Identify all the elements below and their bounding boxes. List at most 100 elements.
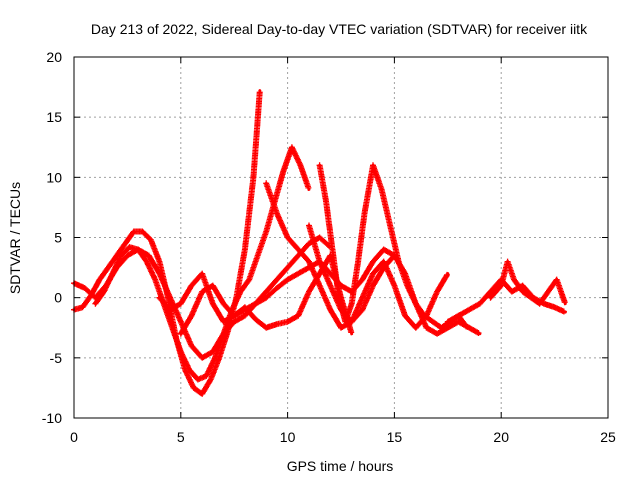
data-point: [296, 248, 300, 252]
data-point: [382, 248, 386, 252]
data-point: [83, 286, 87, 290]
tick-layer: 0 5 10 15 20 25 -10 -5 0 5 10 15 20: [42, 49, 616, 445]
data-point: [149, 238, 153, 242]
series-markers: [316, 162, 470, 331]
data-point: [179, 302, 183, 306]
data-point: [362, 211, 366, 215]
data-point: [251, 175, 255, 179]
data-point: [217, 356, 221, 360]
data-point: [343, 320, 347, 324]
data-point: [307, 223, 311, 227]
data-point: [157, 296, 161, 300]
data-point: [563, 302, 567, 306]
data-point: [200, 290, 204, 294]
x-tick-label: 20: [493, 429, 509, 445]
data-point: [521, 290, 525, 294]
x-axis-label: GPS time / hours: [287, 458, 394, 474]
data-point: [424, 326, 428, 330]
data-point: [360, 296, 364, 300]
data-point: [179, 320, 183, 324]
data-point: [339, 326, 343, 330]
y-tick-label: 20: [46, 49, 62, 65]
data-point: [258, 89, 262, 93]
series-markers: [92, 144, 312, 383]
data-point: [318, 272, 322, 276]
data-point: [286, 266, 290, 270]
data-point: [247, 278, 251, 282]
data-point: [264, 296, 268, 300]
data-point: [350, 320, 354, 324]
data-point: [81, 305, 85, 309]
y-tick-label: -10: [42, 410, 62, 426]
data-point: [125, 254, 129, 258]
data-point: [119, 254, 123, 258]
data-point: [145, 260, 149, 264]
data-point: [330, 248, 334, 252]
data-point: [239, 290, 243, 294]
data-point: [350, 302, 354, 306]
y-tick-label: 5: [54, 230, 62, 246]
data-point: [414, 302, 418, 306]
data-point: [179, 350, 183, 354]
data-point: [328, 284, 332, 288]
data-point: [328, 272, 332, 276]
data-point: [157, 260, 161, 264]
data-point: [140, 229, 144, 233]
data-point: [196, 377, 200, 381]
data-point: [446, 272, 450, 276]
data-point: [204, 374, 208, 378]
data-point: [307, 260, 311, 264]
data-point: [465, 326, 469, 330]
data-point: [179, 332, 183, 336]
data-point: [243, 314, 247, 318]
data-point: [555, 278, 559, 282]
data-point: [489, 296, 493, 300]
data-point: [510, 290, 514, 294]
data-series: [71, 234, 333, 361]
x-tick-label: 10: [280, 429, 296, 445]
data-point: [232, 314, 236, 318]
data-point: [478, 302, 482, 306]
data-point: [275, 286, 279, 290]
data-point: [298, 163, 302, 167]
data-point: [192, 386, 196, 390]
data-point: [553, 305, 557, 309]
data-point: [538, 302, 542, 306]
data-point: [275, 211, 279, 215]
data-point: [435, 332, 439, 336]
data-point: [405, 284, 409, 288]
data-point: [209, 377, 213, 381]
data-point: [147, 254, 151, 258]
data-point: [296, 272, 300, 276]
data-point: [382, 260, 386, 264]
series-markers: [71, 89, 263, 397]
data-point: [456, 314, 460, 318]
data-point: [264, 181, 268, 185]
x-tick-label: 0: [70, 429, 78, 445]
data-point: [397, 260, 401, 264]
data-point: [275, 322, 279, 326]
data-point: [243, 308, 247, 312]
data-point: [382, 266, 386, 270]
data-point: [128, 245, 132, 249]
data-point: [371, 163, 375, 167]
data-point: [93, 302, 97, 306]
data-point: [371, 284, 375, 288]
chart-title: Day 213 of 2022, Sidereal Day-to-day VTE…: [91, 21, 588, 37]
data-point: [371, 272, 375, 276]
data-point: [431, 320, 435, 324]
data-point: [350, 332, 354, 336]
data-point: [435, 290, 439, 294]
data-point: [512, 278, 516, 282]
data-point: [360, 278, 364, 282]
data-point: [211, 284, 215, 288]
data-point: [254, 317, 258, 321]
data-point: [170, 326, 174, 330]
y-axis-label: SDTVAR / TECUs: [7, 182, 23, 294]
data-point: [106, 266, 110, 270]
data-point: [388, 223, 392, 227]
y-tick-label: 15: [46, 109, 62, 125]
data-series: [71, 89, 263, 397]
data-point: [222, 332, 226, 336]
